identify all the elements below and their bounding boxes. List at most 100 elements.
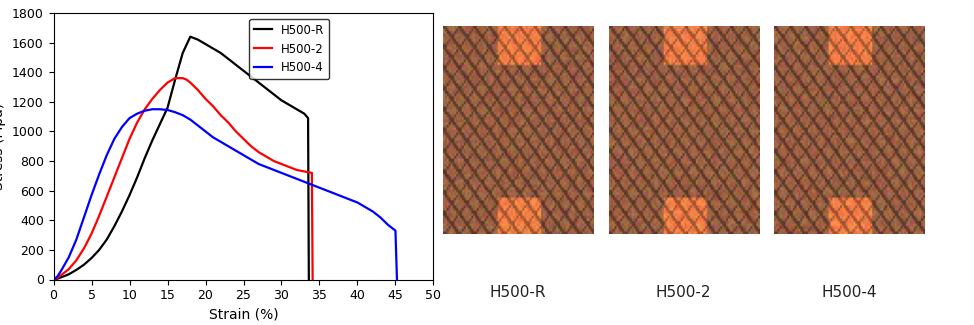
H500-2 xyxy=(162,81,173,84)
H500-R xyxy=(207,46,219,50)
H500-R xyxy=(177,51,189,55)
H500-R xyxy=(56,275,67,279)
H500-2 xyxy=(146,97,158,101)
H500-4 xyxy=(314,186,325,190)
X-axis label: Strain (%): Strain (%) xyxy=(208,308,279,322)
H500-R xyxy=(283,103,295,107)
H500-2 xyxy=(78,246,90,250)
H500-2 xyxy=(48,278,59,281)
H500-2 xyxy=(101,195,113,199)
H500-2 xyxy=(52,276,63,280)
H500-4 xyxy=(283,174,295,178)
H500-4 xyxy=(108,137,120,141)
H500-R xyxy=(139,156,151,160)
H500-R xyxy=(268,93,280,97)
H500-2 xyxy=(307,278,318,281)
H500-R xyxy=(52,277,63,281)
H500-4 xyxy=(390,229,401,233)
H500-2 xyxy=(181,78,193,82)
Text: H500-2: H500-2 xyxy=(656,285,711,300)
H500-R xyxy=(162,106,173,110)
H500-2 xyxy=(207,104,219,108)
H500-4 xyxy=(86,193,97,197)
H500-4 xyxy=(177,113,189,117)
H500-4 xyxy=(63,255,75,259)
H500-4 xyxy=(162,108,173,112)
H500-2 xyxy=(94,214,105,218)
H500-2 xyxy=(116,156,128,160)
H500-R xyxy=(291,107,303,111)
H500-R xyxy=(253,81,265,84)
H500-R xyxy=(131,176,143,179)
H500-2 xyxy=(200,97,211,101)
H500-4 xyxy=(253,162,265,166)
H500-2 xyxy=(192,88,204,92)
H500-4 xyxy=(154,107,166,111)
H500-4 xyxy=(374,215,386,219)
H500-R xyxy=(94,248,105,252)
H500-4 xyxy=(116,125,128,129)
H500-2 xyxy=(238,137,249,141)
H500-R xyxy=(116,209,128,213)
H500-2 xyxy=(86,232,97,236)
H500-2 xyxy=(184,81,196,84)
H500-4 xyxy=(344,198,356,202)
H500-4 xyxy=(131,112,143,116)
H500-2 xyxy=(253,150,265,154)
H500-4 xyxy=(207,136,219,139)
Line: H500-2: H500-2 xyxy=(54,78,313,280)
H500-R xyxy=(48,278,59,281)
H500-4 xyxy=(52,275,63,279)
H500-R xyxy=(192,38,204,42)
H500-R xyxy=(302,116,314,120)
H500-4 xyxy=(382,223,393,227)
H500-R xyxy=(154,122,166,126)
H500-2 xyxy=(283,165,295,169)
H500-4 xyxy=(70,238,82,241)
H500-4 xyxy=(359,205,371,209)
H500-4 xyxy=(56,269,67,273)
H500-R xyxy=(146,138,158,142)
H500-R xyxy=(124,193,135,197)
H500-2 xyxy=(169,76,181,80)
H500-4 xyxy=(124,116,135,120)
H500-2 xyxy=(70,258,82,262)
H500-R xyxy=(184,35,196,39)
H500-R xyxy=(86,256,97,260)
H500-4 xyxy=(276,171,287,175)
H500-4 xyxy=(184,118,196,122)
H500-R xyxy=(101,238,113,241)
H500-2 xyxy=(260,155,272,159)
H500-4 xyxy=(215,140,227,144)
H500-4 xyxy=(392,278,403,281)
H500-4 xyxy=(222,144,234,148)
H500-R xyxy=(276,98,287,102)
H500-R xyxy=(215,51,227,55)
H500-R xyxy=(200,42,211,46)
H500-4 xyxy=(146,107,158,111)
H500-4 xyxy=(101,153,113,157)
H500-2 xyxy=(298,169,310,173)
H500-R xyxy=(108,224,120,228)
H500-4 xyxy=(192,124,204,127)
H500-4 xyxy=(238,153,249,157)
H500-R xyxy=(78,263,90,266)
H500-4 xyxy=(169,110,181,114)
H500-4 xyxy=(352,201,363,204)
H500-4 xyxy=(291,177,303,181)
H500-2 xyxy=(124,137,135,141)
H500-2 xyxy=(63,267,75,271)
H500-R xyxy=(245,75,257,79)
H500-4 xyxy=(48,278,59,281)
Legend: H500-R, H500-2, H500-4: H500-R, H500-2, H500-4 xyxy=(249,19,329,79)
H500-2 xyxy=(139,107,151,111)
H500-R xyxy=(303,278,315,281)
H500-2 xyxy=(276,162,287,166)
H500-4 xyxy=(245,158,257,162)
H500-2 xyxy=(268,159,280,163)
H500-2 xyxy=(177,76,189,80)
H500-R xyxy=(222,57,234,61)
H500-4 xyxy=(268,168,280,172)
H500-4 xyxy=(329,192,341,196)
H500-2 xyxy=(154,88,166,92)
